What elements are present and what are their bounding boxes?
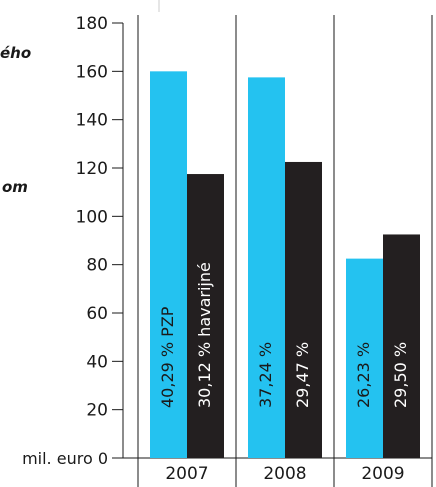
bar-2009-pzp: [346, 258, 383, 458]
y-tick-label-100: 100: [76, 207, 108, 227]
bar-2007-havarijne: [187, 174, 224, 458]
bar-label-2009-pzp: 26,23 %: [354, 342, 373, 408]
y-tick-label-40: 40: [86, 352, 108, 372]
y-tick-label-80: 80: [86, 256, 108, 276]
bar-labels-layer: 40,29 % PZP 30,12 % havarijné 37,24 % 29,47…: [158, 262, 410, 408]
bar-2008-havarijne: [285, 161, 322, 459]
bar-2008-pzp: [248, 77, 285, 458]
category-label-2008: 2008: [263, 464, 306, 484]
category-label-2009: 2009: [361, 464, 404, 484]
cropped-side-text: ého om: [0, 44, 31, 196]
y-tick-label-0: mil. euro 0: [22, 449, 108, 468]
axis-layer: mil. euro 0 20 40 60 80 100 120 140 160 180: [22, 0, 433, 487]
y-tick-label-180: 180: [76, 14, 108, 34]
cropped-side-text-2: om: [2, 178, 28, 196]
category-labels-layer: 2007 2008 2009: [165, 464, 404, 484]
bar-label-2007-havarijne: 30,12 % havarijné: [195, 262, 214, 408]
bar-label-2007-pzp: 40,29 % PZP: [158, 306, 177, 408]
bar-2009-havarijne: [383, 234, 420, 458]
y-tick-label-60: 60: [86, 304, 108, 324]
y-tick-label-160: 160: [76, 62, 108, 82]
y-tick-label-20: 20: [86, 401, 108, 421]
bar-2007-pzp: [150, 71, 187, 458]
bar-label-2008-havarijne: 29,47 %: [293, 342, 312, 408]
cropped-side-text-1: ého: [0, 44, 31, 62]
y-tick-label-120: 120: [76, 159, 108, 179]
bar-label-2009-havarijne: 29,50 %: [391, 342, 410, 408]
y-tick-label-140: 140: [76, 111, 108, 131]
bars-layer: [150, 71, 420, 459]
category-label-2007: 2007: [165, 464, 208, 484]
bar-label-2008-pzp: 37,24 %: [256, 342, 275, 408]
